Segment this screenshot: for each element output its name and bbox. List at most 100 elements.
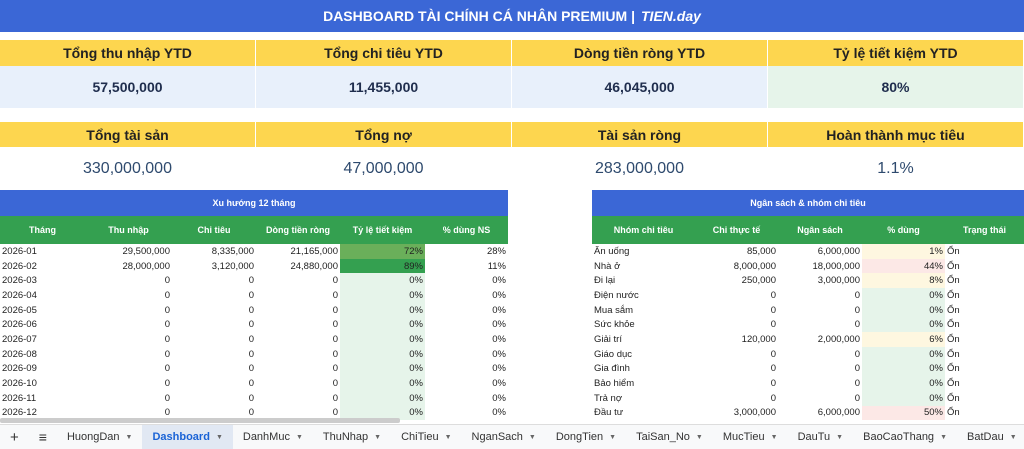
table-cell[interactable]: Ổn [947,363,960,375]
table-cell[interactable]: 250,000 [741,275,776,287]
horizontal-scrollbar[interactable] [0,418,400,423]
chevron-down-icon[interactable]: ▼ [940,433,947,441]
all-sheets-menu-icon[interactable]: ≡ [38,429,47,445]
table-cell[interactable]: Trả nợ [594,392,623,404]
table-cell[interactable]: 18,000,000 [812,260,860,272]
table-cell[interactable]: 2026-12 [2,407,37,419]
table-cell[interactable]: 0% [492,392,506,404]
column-header[interactable]: Ngân sách [797,225,843,235]
kpi-value[interactable]: 47,000,000 [256,147,512,190]
sheet-tab-muctieu[interactable]: MucTieu ▼ [713,425,788,449]
column-header[interactable]: Tỷ lệ tiết kiệm [352,225,413,235]
table-cell[interactable]: 0 [332,289,338,301]
table-cell[interactable]: Ổn [947,333,960,345]
table-cell[interactable]: 0% [340,346,425,362]
table-cell[interactable]: 0 [164,289,170,301]
table-cell[interactable]: 3,000,000 [817,275,860,287]
table-cell[interactable]: 0 [770,319,776,331]
kpi-value[interactable]: 1.1% [768,147,1024,190]
table-cell[interactable]: 2026-10 [2,378,37,390]
chevron-down-icon[interactable]: ▼ [836,433,844,441]
table-cell[interactable]: Ổn [947,392,960,404]
table-cell[interactable]: 2026-04 [2,289,37,301]
column-header[interactable]: Chi thực tế [712,225,761,235]
table-cell[interactable]: 0% [492,333,506,345]
table-cell[interactable]: 2026-06 [2,319,37,331]
table-cell[interactable]: 0 [248,275,254,287]
add-sheet-icon[interactable]: + [10,428,19,446]
table-cell[interactable]: 0 [770,348,776,360]
table-cell[interactable]: 6,000,000 [817,407,860,419]
kpi-value[interactable]: 11,455,000 [256,66,512,108]
table-cell[interactable]: 3,000,000 [733,407,776,419]
sheet-tab-huongdan[interactable]: HuongDan ▼ [57,425,143,449]
table-cell[interactable]: 0 [164,348,170,360]
table-cell[interactable]: 28% [486,245,506,257]
table-cell[interactable]: 8% [862,273,945,289]
sheet-tab-thunhap[interactable]: ThuNhap ▼ [313,425,391,449]
table-cell[interactable]: 0 [332,348,338,360]
table-cell[interactable]: 0 [248,289,254,301]
table-cell[interactable]: Nhà ở [594,260,621,272]
table-cell[interactable]: 0% [340,361,425,377]
sheet-tab-dautu[interactable]: DauTu ▼ [788,425,854,449]
chevron-down-icon[interactable]: ▼ [770,433,778,441]
chevron-down-icon[interactable]: ▼ [609,433,617,441]
table-cell[interactable]: 0 [332,363,338,375]
sheet-tab-danhmuc[interactable]: DanhMuc ▼ [233,425,313,449]
chevron-down-icon[interactable]: ▼ [1009,433,1017,441]
sheet-tab-taisan_no[interactable]: TaiSan_No ▼ [626,425,713,449]
table-cell[interactable]: 0 [854,319,860,331]
table-cell[interactable]: 0% [862,288,945,303]
table-cell[interactable]: 2026-02 [2,260,37,272]
table-cell[interactable]: 0 [164,333,170,345]
table-cell[interactable]: Đi lại [594,275,616,287]
table-cell[interactable]: 0 [248,363,254,375]
table-cell[interactable]: 50% [862,405,945,421]
table-cell[interactable]: 0 [164,275,170,287]
table-cell[interactable]: Bảo hiểm [594,378,635,390]
table-cell[interactable]: Sức khỏe [594,319,635,331]
table-cell[interactable]: 0 [164,407,170,419]
chevron-down-icon[interactable]: ▼ [374,433,382,441]
table-cell[interactable]: 0 [854,348,860,360]
column-header[interactable]: Trạng thái [962,225,1006,235]
column-header[interactable]: Tháng [29,225,56,235]
table-cell[interactable]: 0 [164,363,170,375]
table-cell[interactable]: 0 [770,363,776,375]
table-cell[interactable]: 0 [248,348,254,360]
table-cell[interactable]: 0% [340,273,425,289]
table-cell[interactable]: 0% [492,275,506,287]
table-cell[interactable]: 2026-07 [2,333,37,345]
table-cell[interactable]: 44% [862,258,945,274]
table-cell[interactable]: 0 [854,289,860,301]
table-cell[interactable]: 0% [862,302,945,318]
sheet-tab-dongtien[interactable]: DongTien ▼ [546,425,626,449]
column-header[interactable]: % dùng [887,225,920,235]
sheet-tab-baocaothang[interactable]: BaoCaoThang ▼ [853,425,957,449]
table-cell[interactable]: 0% [340,317,425,333]
table-cell[interactable]: Ổn [947,407,960,419]
table-cell[interactable]: 2,000,000 [817,333,860,345]
table-cell[interactable]: 24,880,000 [290,260,338,272]
table-cell[interactable]: 0 [332,319,338,331]
table-cell[interactable]: 0 [164,378,170,390]
table-cell[interactable]: 1% [862,244,945,259]
table-cell[interactable]: 0% [340,376,425,391]
table-cell[interactable]: 0% [862,390,945,406]
table-cell[interactable]: 0 [770,304,776,316]
sheet-tab-chitieu[interactable]: ChiTieu ▼ [391,425,461,449]
table-cell[interactable]: Ổn [947,304,960,316]
table-cell[interactable]: 0 [332,275,338,287]
table-cell[interactable]: 0 [770,378,776,390]
table-cell[interactable]: 8,000,000 [733,260,776,272]
table-cell[interactable]: Ổn [947,245,960,257]
chevron-down-icon[interactable]: ▼ [528,433,536,441]
table-cell[interactable]: 89% [340,258,425,274]
chevron-down-icon[interactable]: ▼ [215,433,223,441]
table-cell[interactable]: 2026-11 [2,392,37,404]
column-header[interactable]: Thu nhập [108,225,149,235]
table-cell[interactable]: 0 [332,407,338,419]
table-cell[interactable]: 0 [164,319,170,331]
table-cell[interactable]: 0 [248,333,254,345]
